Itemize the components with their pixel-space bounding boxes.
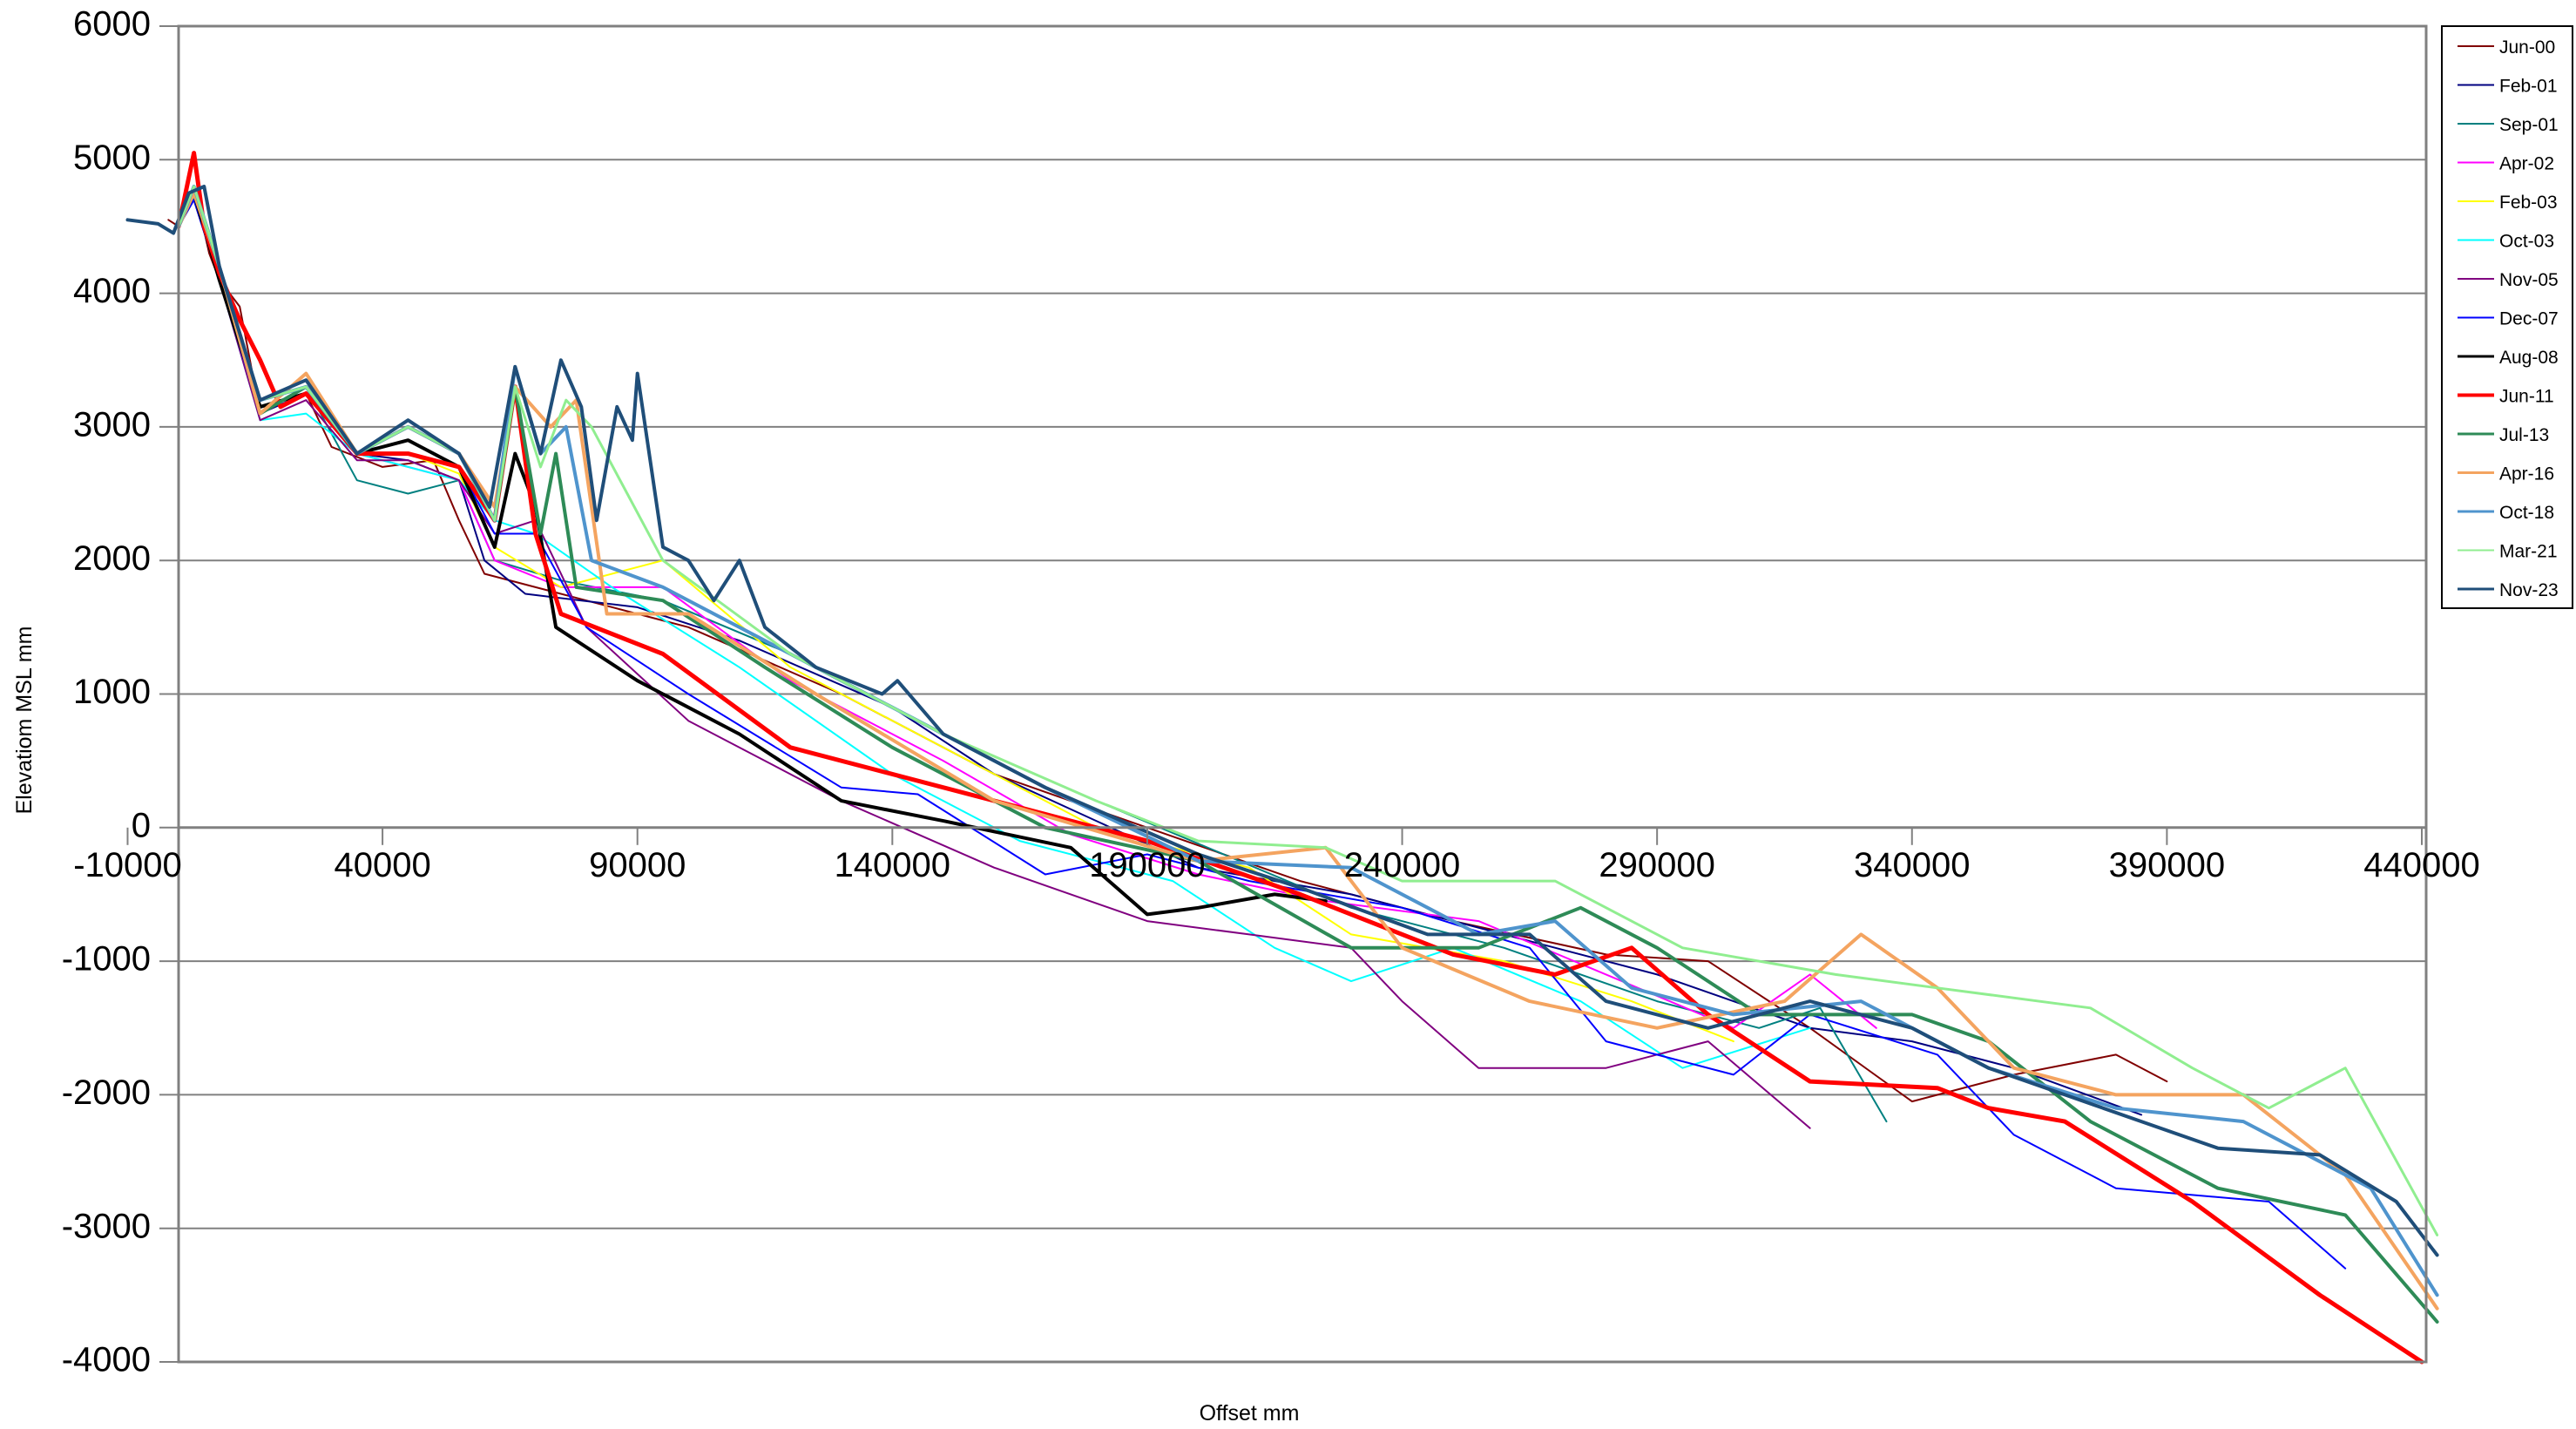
x-tick-label: 90000 (589, 846, 686, 884)
y-tick-label: 1000 (73, 673, 151, 711)
legend: Jun-00 Feb-01 Sep-01 Apr-02 Feb-03 Oct-03 Nov-… (2441, 25, 2573, 609)
y-tick-label: -4000 (62, 1341, 151, 1379)
y-axis-title: Elevatiom MSL mm (12, 626, 37, 815)
series-line-dec-07 (178, 199, 2347, 1270)
legend-label: Apr-16 (2499, 464, 2554, 484)
series-line-oct-18 (177, 185, 2439, 1297)
legend-label: Sep-01 (2499, 115, 2559, 135)
legend-items: Jun-00 Feb-01 Sep-01 Apr-02 Feb-03 Oct-03 Nov-… (2458, 37, 2559, 600)
y-tick-label: 3000 (73, 405, 151, 444)
x-tick-labels: -10000 40000 90000 140000 190000 240000 290000… (73, 846, 2480, 884)
legend-label: Mar-21 (2499, 542, 2558, 562)
legend-label: Jun-11 (2499, 387, 2554, 407)
x-tick-label: 140000 (835, 846, 950, 884)
plot-frame (177, 24, 2428, 1364)
x-tick-label: 240000 (1344, 846, 1460, 884)
y-tick-label: 2000 (73, 539, 151, 578)
x-tick-label: 390000 (2109, 846, 2225, 884)
x-tick-label: -10000 (73, 846, 182, 884)
plot-area (125, 151, 2439, 1365)
x-axis-title: Offset mm (1200, 1401, 1300, 1426)
x-tick-label: 290000 (1599, 846, 1714, 884)
y-tick-label: 6000 (73, 5, 151, 44)
series-line-nov-23 (125, 185, 2439, 1257)
legend-label: Nov-23 (2499, 580, 2559, 600)
y-tick-label: -2000 (62, 1073, 151, 1112)
series-line-jun-00 (167, 186, 2168, 1103)
legend-label: Nov-05 (2499, 270, 2559, 290)
series-line-oct-03 (178, 199, 1811, 1069)
x-tick-label: 340000 (1854, 846, 1970, 884)
series-line-sep-01 (178, 186, 1888, 1123)
y-tick-label: 0 (132, 806, 151, 844)
series-line-jun-11 (176, 151, 2424, 1365)
x-tick-label: 40000 (334, 846, 430, 884)
legend-label: Apr-02 (2499, 154, 2554, 174)
series-line-aug-08 (177, 191, 1328, 917)
legend-label: Aug-08 (2499, 348, 2559, 368)
legend-label: Oct-03 (2499, 232, 2554, 252)
y-tick-label: 4000 (73, 272, 151, 310)
legend-label: Oct-18 (2499, 503, 2554, 523)
x-tick-label: 440000 (2363, 846, 2479, 884)
legend-label: Feb-03 (2499, 193, 2558, 213)
y-tick-label: 5000 (73, 139, 151, 177)
series-line-mar-21 (177, 185, 2439, 1236)
y-tick-label: -1000 (62, 940, 151, 979)
x-tick-label: 190000 (1089, 846, 1205, 884)
series-line-jul-13 (177, 191, 2439, 1324)
y-tick-labels: 6000 5000 4000 3000 2000 1000 0 -1000 -2000 -3000… (62, 5, 151, 1379)
legend-label: Feb-01 (2499, 77, 2558, 97)
gridlines (159, 25, 2426, 1363)
series-line-nov-05 (178, 199, 1811, 1129)
legend-label: Jun-00 (2499, 37, 2555, 58)
series-line-feb-01 (178, 199, 2143, 1116)
series-line-apr-02 (178, 199, 1877, 1029)
y-tick-label: -3000 (62, 1207, 151, 1245)
axes (126, 826, 2426, 845)
legend-label: Jul-13 (2499, 425, 2549, 445)
series-line-feb-03 (178, 199, 1734, 1043)
legend-label: Dec-07 (2499, 309, 2559, 329)
